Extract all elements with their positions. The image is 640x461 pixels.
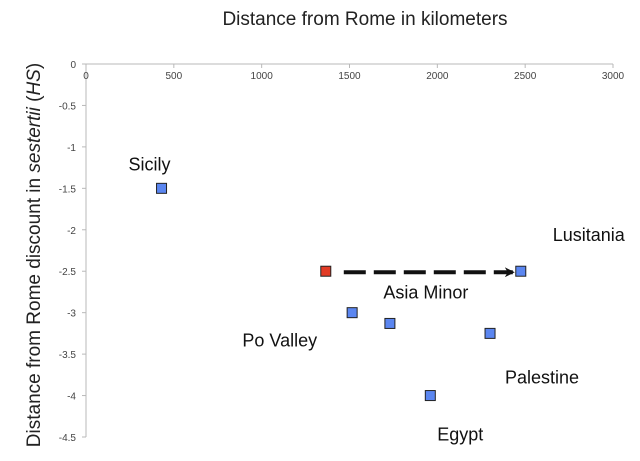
y-axis-label-part-1: sestertii bbox=[24, 106, 45, 172]
y-axis-label-part-4: ) bbox=[24, 63, 45, 69]
y-tick-label: 0 bbox=[70, 60, 76, 71]
data-point bbox=[156, 182, 168, 194]
y-tick-label: -2.5 bbox=[59, 267, 77, 278]
data-point bbox=[484, 327, 496, 339]
x-tick-label: 2500 bbox=[514, 71, 537, 82]
point-label: Sicily bbox=[129, 154, 171, 174]
data-point bbox=[346, 307, 358, 319]
y-tick-label: -4 bbox=[67, 392, 76, 403]
y-axis-label-part-3: HS bbox=[24, 69, 45, 96]
data-marks bbox=[156, 182, 527, 402]
y-axis-label-part-2: ( bbox=[24, 95, 45, 107]
point-labels: Sicily Lusitania Po Valley Asia Minor Palest… bbox=[129, 154, 626, 444]
data-point bbox=[320, 265, 332, 277]
y-tick-label: -2 bbox=[67, 226, 76, 237]
x-tick-label: 1000 bbox=[251, 71, 274, 82]
y-tick-label: -3 bbox=[67, 309, 76, 320]
y-axis-label-part-0: Distance from Rome discount in bbox=[24, 173, 45, 448]
y-tick-label: -0.5 bbox=[59, 101, 77, 112]
point-label: Po Valley bbox=[242, 331, 317, 351]
point-label: Asia Minor bbox=[383, 282, 468, 302]
y-tick-label: -3.5 bbox=[59, 350, 77, 361]
y-tick-label: -1 bbox=[67, 143, 76, 154]
point-label: Egypt bbox=[437, 425, 483, 445]
data-point bbox=[424, 390, 436, 402]
axes: 0 500 1000 1500 2000 2500 3000 0 -0.5 -1 -1.5 -2 -2.… bbox=[59, 60, 625, 444]
x-tick-label: 2000 bbox=[426, 71, 449, 82]
x-tick-label: 500 bbox=[165, 71, 182, 82]
x-tick-label: 1500 bbox=[338, 71, 361, 82]
point-label: Palestine bbox=[505, 367, 579, 387]
x-tick-label: 3000 bbox=[602, 71, 625, 82]
x-tick-label: 0 bbox=[83, 71, 89, 82]
y-tick-label: -4.5 bbox=[59, 433, 77, 444]
point-label: Lusitania bbox=[553, 225, 626, 245]
y-axis-label: Distance from Rome discount in sestertii… bbox=[24, 63, 45, 447]
chart-title: Distance from Rome in kilometers bbox=[222, 9, 507, 30]
data-point bbox=[384, 317, 396, 329]
y-tick-label: -1.5 bbox=[59, 184, 77, 195]
data-point bbox=[515, 265, 527, 277]
